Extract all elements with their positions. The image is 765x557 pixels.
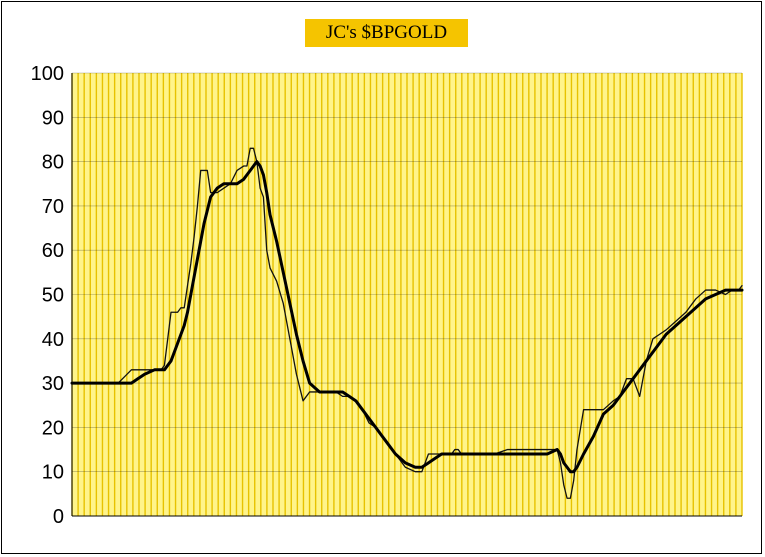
y-tick-label: 100 xyxy=(31,63,64,85)
y-tick-label: 80 xyxy=(42,152,64,174)
chart-title-text: JC's $BPGOLD xyxy=(325,22,448,43)
y-tick-label: 90 xyxy=(42,107,64,129)
y-tick-labels: 0 10 20 30 40 50 60 70 80 90 100 xyxy=(31,63,64,528)
y-tick-label: 70 xyxy=(42,196,64,218)
series-lines xyxy=(70,147,744,499)
series-line-2 xyxy=(70,160,744,474)
y-tick-label: 0 xyxy=(53,506,64,528)
y-tick-label: 30 xyxy=(42,373,64,395)
y-tick-label: 40 xyxy=(42,329,64,351)
series-line-1 xyxy=(71,147,743,499)
y-tick-label: 50 xyxy=(42,285,64,307)
axes xyxy=(71,73,742,517)
y-tick-label: 60 xyxy=(42,240,64,262)
y-tick-label: 20 xyxy=(42,417,64,439)
y-tick-label: 10 xyxy=(42,462,64,484)
chart-title: JC's $BPGOLD xyxy=(305,19,468,47)
